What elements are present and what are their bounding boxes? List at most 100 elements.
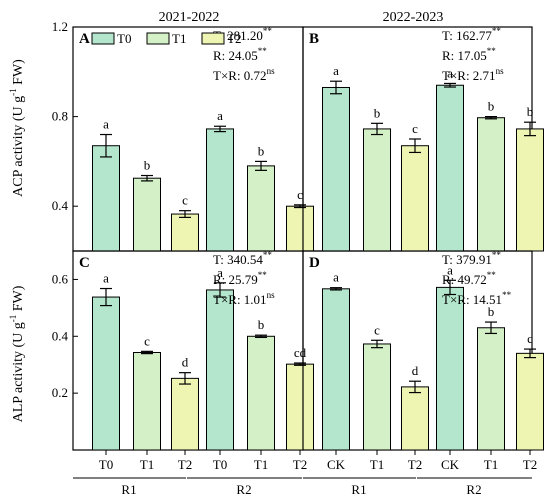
bar — [133, 351, 161, 451]
panel-A: A 0.4 0.8 1.2 a b c a b c T: 281.20** R: 24.05** T×R… — [52, 19, 314, 252]
x-tick-label: T2 — [293, 457, 307, 472]
significance-letter: d — [182, 355, 189, 370]
bar — [206, 289, 234, 451]
significance-letter: cd — [294, 345, 307, 360]
bar — [363, 343, 391, 451]
group-label-r1-right: R1 — [351, 482, 366, 497]
stat-line: R: 49.72** — [442, 270, 496, 287]
significance-letter: b — [144, 158, 151, 173]
significance-letter: c — [527, 331, 533, 346]
stat-line: T×R: 1.01ns — [213, 290, 275, 307]
x-tick-label: T2 — [178, 457, 192, 472]
panel-label: C — [79, 255, 90, 271]
stat-line: T×R: 14.51** — [442, 290, 512, 307]
panel-label: B — [309, 31, 319, 47]
bar — [477, 327, 505, 451]
legend-label: T2 — [227, 31, 241, 46]
x-tick-label: T2 — [523, 457, 537, 472]
bar — [133, 177, 161, 252]
panel-C: C 0.2 0.4 0.6 a T0 c T1 d T2 a T0 b T1 cd T2 T: 340.54**… — [52, 250, 314, 472]
x-tick-label: T0 — [213, 457, 227, 472]
stat-line: R: 25.79** — [213, 270, 267, 287]
y-tick-label: 0.6 — [52, 271, 69, 286]
stat-line: T: 162.77** — [442, 26, 501, 43]
group-label-r2-left: R2 — [236, 482, 251, 497]
bar — [363, 128, 391, 252]
significance-letter: b — [374, 105, 381, 120]
y-tick-label: 0.4 — [52, 198, 69, 213]
y-tick-label: 0.8 — [52, 109, 68, 124]
significance-letter: b — [258, 143, 265, 158]
legend-label: T0 — [117, 31, 131, 46]
x-tick-label: T1 — [370, 457, 384, 472]
x-tick-label: CK — [441, 457, 460, 472]
significance-letter: a — [333, 270, 339, 285]
x-tick-label: T1 — [254, 457, 268, 472]
panel-D: Da CK c T1 d T2 a CK b T1 c T2 T: 379.91** R: 49.72**… — [302, 250, 544, 472]
significance-letter: c — [412, 121, 418, 136]
y-tick-label: 0.2 — [52, 385, 68, 400]
significance-letter: c — [144, 333, 150, 348]
significance-letter: a — [447, 262, 453, 277]
title-2021-2022: 2021-2022 — [159, 10, 220, 25]
group-label-r1-left: R1 — [121, 482, 136, 497]
x-tick-label: T1 — [484, 457, 498, 472]
bar — [516, 128, 544, 252]
bar — [322, 86, 350, 252]
legend-label: T1 — [172, 31, 186, 46]
x-tick-label: T2 — [408, 457, 422, 472]
significance-letter: b — [488, 304, 495, 319]
legend-swatch — [201, 32, 225, 45]
bar — [206, 128, 234, 252]
group-label-r2-right: R2 — [466, 482, 481, 497]
stat-line: T: 281.20** — [213, 26, 272, 43]
bar — [477, 117, 505, 252]
group-labels: R1 R2 R1 R2 — [73, 477, 532, 497]
bar — [286, 205, 314, 252]
stat-line: R: 17.05** — [442, 46, 496, 63]
bar — [401, 145, 429, 252]
y-tick-label: 0.4 — [52, 328, 69, 343]
bar — [171, 213, 199, 252]
significance-letter: b — [527, 104, 534, 119]
bar — [92, 145, 120, 252]
bar — [171, 377, 199, 451]
y-label-alp: ALP activity (U g-1 FW) — [8, 285, 26, 422]
bar — [436, 84, 464, 252]
significance-letter: a — [447, 65, 453, 80]
stat-line: T: 379.91** — [442, 250, 501, 267]
bar — [247, 165, 275, 252]
panel-B: Ba b c a b b T: 162.77** R: 17.05** T×R: 2.71ns — [302, 26, 544, 252]
bar — [286, 363, 314, 451]
y-label-acp: ACP activity (U g-1 FW) — [8, 59, 26, 197]
panel-label: A — [79, 31, 90, 47]
x-tick-label: T1 — [140, 457, 154, 472]
stat-line: R: 24.05** — [213, 46, 267, 63]
significance-letter: a — [217, 265, 223, 280]
x-tick-label: CK — [327, 457, 346, 472]
bar — [322, 288, 350, 451]
significance-letter: a — [217, 108, 223, 123]
x-tick-label: T0 — [99, 457, 113, 472]
panels: A 0.4 0.8 1.2 a b c a b c T: 281.20** R: 24.05** T×R… — [52, 19, 544, 472]
stat-line: T: 340.54** — [213, 250, 272, 267]
significance-letter: b — [258, 317, 265, 332]
significance-letter: a — [103, 271, 109, 286]
y-tick-label: 1.2 — [52, 19, 68, 34]
bar — [401, 386, 429, 451]
significance-letter: a — [103, 117, 109, 132]
bar — [516, 352, 544, 451]
stat-line: T×R: 0.72ns — [213, 66, 275, 83]
bar — [436, 286, 464, 451]
bar — [92, 296, 120, 451]
legend-swatch — [146, 32, 170, 45]
significance-letter: b — [488, 99, 495, 114]
stat-line: T×R: 2.71ns — [442, 66, 504, 83]
title-2022-2023: 2022-2023 — [383, 10, 444, 25]
significance-letter: c — [374, 322, 380, 337]
significance-letter: a — [333, 63, 339, 78]
legend: T0 T1 T2 — [91, 31, 241, 46]
significance-letter: c — [182, 193, 188, 208]
significance-letter: d — [412, 363, 419, 378]
